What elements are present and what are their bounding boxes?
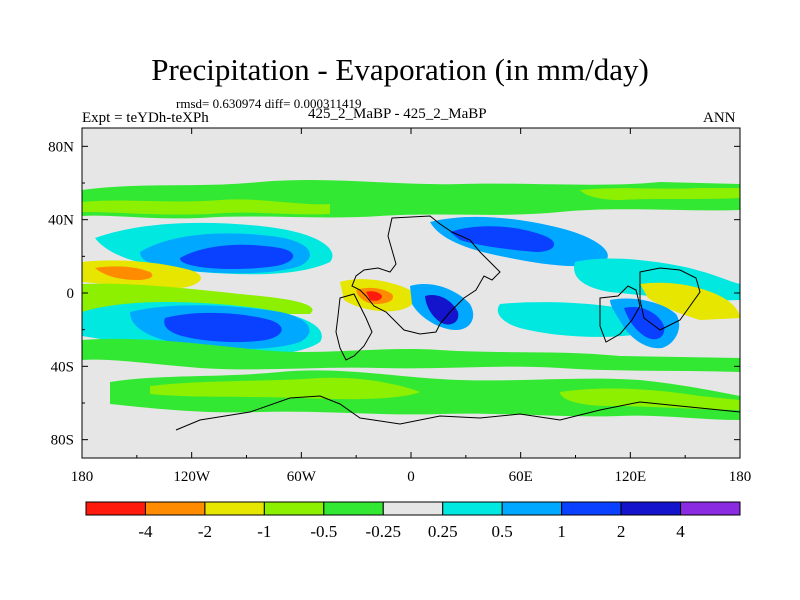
y-tick-label: 40S	[51, 359, 74, 375]
nindian-darkblue	[450, 226, 555, 252]
x-tick-label: 180	[729, 469, 752, 485]
x-tick-label: 60E	[509, 469, 533, 485]
colorbar-swatch	[561, 501, 622, 516]
southern-ocean-light	[150, 377, 420, 400]
antarctica-outline	[175, 395, 740, 431]
sindian-darkblue	[624, 306, 665, 340]
maritime-outline	[599, 285, 641, 343]
south-green-band	[82, 338, 740, 372]
colorbar-swatch	[263, 501, 325, 516]
colorbar-label: 4	[676, 522, 685, 541]
x-tick-label: 0	[407, 469, 415, 485]
y-tick-label: 80S	[51, 433, 74, 449]
colorbar-label: -2	[198, 522, 212, 541]
chart-title: Precipitation - Evaporation (in mm/day)	[151, 52, 649, 87]
wpac-yellow	[640, 282, 740, 320]
colorbar-label: 0.25	[428, 522, 458, 541]
experiment-label: Expt = teYDh-teXPh	[82, 110, 209, 126]
colorbar-label: -1	[257, 522, 271, 541]
x-tick-label: 180	[71, 469, 94, 485]
eq-pacific-orange	[95, 266, 153, 280]
africa-eurasia-outline	[351, 215, 501, 335]
y-tick-label: 40N	[48, 213, 74, 229]
colorbar-swatch	[501, 501, 563, 516]
npac-darkblue	[180, 244, 294, 269]
colorbar: -4 -2 -1 -0.5 -0.25 0.25 0.5 1 2 4	[85, 501, 741, 541]
atlantic-red	[366, 291, 382, 301]
colorbar-label: 1	[557, 522, 566, 541]
antarctic-grey	[82, 420, 740, 458]
north-pacific-light	[580, 188, 740, 200]
y-tick-label: 0	[67, 286, 75, 302]
australia-outline	[639, 267, 701, 331]
colorbar-swatch	[620, 501, 682, 516]
colorbar-label: 0.5	[492, 522, 513, 541]
colorbar-swatch	[680, 501, 741, 516]
north-light-band	[82, 199, 330, 215]
spac-darkblue	[164, 312, 282, 343]
colorbar-label: 2	[617, 522, 626, 541]
colorbar-swatch	[382, 501, 444, 516]
colorbar-swatch	[323, 501, 384, 516]
x-tick-label: 120W	[173, 469, 211, 485]
x-axis: 180 120W 60W 0 60E 120E 180	[71, 128, 752, 485]
case-label: 425_2_MaBP - 425_2_MaBP	[308, 106, 487, 122]
y-tick-label: 80N	[48, 139, 74, 155]
colorbar-swatch	[442, 501, 503, 516]
coastlines	[175, 215, 740, 431]
colorbar-swatch	[204, 501, 265, 516]
colorbar-label: -0.25	[366, 522, 401, 541]
x-tick-label: 120E	[614, 469, 646, 485]
south-america-outline	[335, 293, 373, 361]
season-label: ANN	[703, 110, 736, 126]
colorbar-label: -0.5	[310, 522, 337, 541]
field-layer	[82, 180, 740, 458]
colorbar-swatch	[85, 501, 146, 516]
colorbar-label: -4	[138, 522, 153, 541]
rmsd-diff-stats: rmsd= 0.630974 diff= 0.000311419	[176, 96, 362, 111]
southern-ocean-light-east	[560, 388, 740, 410]
x-tick-label: 60W	[287, 469, 317, 485]
colorbar-swatch	[144, 501, 206, 516]
africa-darkblue	[425, 294, 459, 325]
y-axis: 80N 40N 0 40S 80S	[48, 139, 740, 449]
